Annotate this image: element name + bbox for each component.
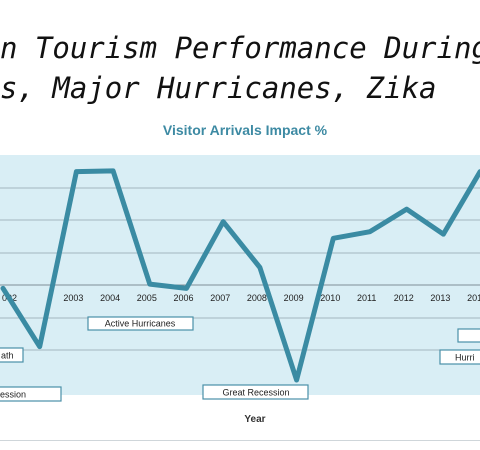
slide-title: n Tourism Performance During s, Major Hu… <box>0 28 480 108</box>
grid-lines <box>0 187 480 351</box>
annotation-box <box>0 347 24 363</box>
x-tick-label: 2013 <box>430 293 450 303</box>
x-tick-label: 2010 <box>320 293 340 303</box>
annotation-boxes: Active Hurricanes Great Recession ath essio… <box>0 316 480 402</box>
series-line <box>0 168 480 383</box>
annotation-label: Active Hurricanes <box>105 319 176 329</box>
slide-divider <box>0 440 480 441</box>
annotation-box <box>439 349 480 365</box>
annotation-label: Great Recession <box>222 388 289 398</box>
x-tick-label: 2011 <box>357 293 376 303</box>
slide-title-line-1: n Tourism Performance During <box>0 31 480 65</box>
chart-title: Visitor Arrivals Impact % <box>163 122 328 138</box>
annotation-label: Hurri <box>455 353 475 363</box>
slide-title-line-2: s, Major Hurricanes, Zika <box>0 71 437 105</box>
x-tick-label: 2009 <box>284 293 304 303</box>
annotation-box <box>202 384 309 400</box>
annotation-box <box>0 386 62 402</box>
annotation-label: ession <box>0 390 26 400</box>
x-tick-label: 2004 <box>100 293 120 303</box>
annotation-box-empty <box>457 328 480 343</box>
x-tick-label: 2005 <box>137 293 157 303</box>
x-tick-label: 2006 <box>174 293 194 303</box>
x-tick-label: 2003 <box>63 293 83 303</box>
x-tick-label: 2014 <box>467 293 480 303</box>
x-tick-label: 2007 <box>210 293 230 303</box>
annotation-label: ath <box>1 351 14 361</box>
x-axis-label: Year <box>244 414 265 425</box>
plot-area <box>0 155 480 395</box>
x-tick-label: 2008 <box>247 293 267 303</box>
x-tick-label: 2012 <box>394 293 414 303</box>
chart-panel: Visitor Arrivals Impact % 002 2003 2004 200… <box>0 112 480 438</box>
annotation-box <box>87 316 194 331</box>
visitor-arrivals-chart: Visitor Arrivals Impact % 002 2003 2004 200… <box>0 122 480 425</box>
